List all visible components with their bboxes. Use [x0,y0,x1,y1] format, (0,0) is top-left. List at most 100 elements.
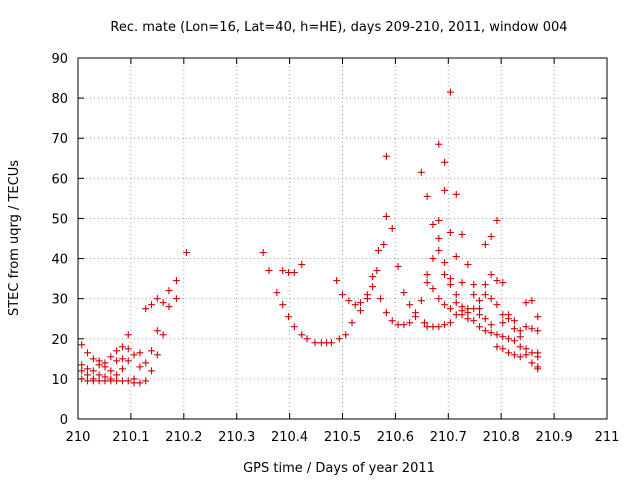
data-point [78,341,86,349]
data-point [487,295,495,303]
data-point [356,299,364,307]
y-tick-label: 60 [51,172,68,187]
data-point [435,235,443,242]
data-point [435,247,443,255]
data-point [446,305,454,313]
data-point [327,339,335,347]
data-point [172,277,180,285]
data-point [464,261,472,269]
data-point [136,363,144,371]
y-tick-label: 40 [51,253,68,268]
data-point [499,333,507,341]
data-point [446,275,454,283]
y-tick-label: 10 [51,373,68,388]
data-point [505,335,513,343]
x-tick-label: 210 [66,430,91,445]
data-point [339,291,346,299]
data-point [153,351,161,359]
data-point [388,224,396,232]
data-point [446,281,454,289]
data-point [382,152,390,160]
y-tick-label: 90 [51,52,68,67]
data-point [345,297,353,305]
data-point [89,355,97,363]
data-point [148,347,156,355]
data-point [516,333,524,341]
x-tick-label: 210.1 [112,430,149,445]
data-point [118,355,126,363]
data-point [446,88,454,96]
data-point [84,365,92,373]
data-point [363,291,371,299]
data-point [441,271,449,279]
data-point [369,273,377,281]
data-point [464,315,472,323]
data-point [351,301,359,309]
data-point [493,216,501,224]
data-point [342,331,350,339]
data-point [510,351,518,359]
data-point [481,327,489,335]
data-point [148,301,156,309]
data-point [172,295,180,303]
grid [78,58,607,419]
data-point [118,343,126,351]
x-tick-label: 210.9 [535,430,572,445]
data-point [493,331,501,339]
data-point [153,327,161,335]
data-point [487,329,495,337]
data-point [273,289,281,297]
data-point [165,303,173,311]
data-point [516,327,524,335]
data-point [458,311,466,319]
data-point [510,337,518,345]
data-point [374,247,382,255]
data-point [400,289,408,297]
data-point [101,363,109,371]
data-point [452,291,460,299]
data-point [516,353,524,361]
y-tick-label: 80 [51,92,68,107]
data-point [499,345,507,353]
data-point [165,287,173,295]
data-point [499,279,507,287]
data-point [394,263,402,271]
data-point [481,291,489,299]
data-point [95,361,103,369]
data-point [89,367,97,375]
data-point [373,267,381,275]
data-point [279,301,287,309]
data-point [476,311,484,319]
data-point [487,271,495,279]
x-tick-label: 211 [595,430,620,445]
y-tick-label: 20 [51,333,68,348]
data-point [369,283,377,291]
x-axis-label: GPS time / Days of year 2011 [243,461,435,476]
data-point [452,299,460,307]
x-tick-label: 210.5 [324,430,361,445]
data-point [335,335,343,343]
data-point [516,343,524,351]
data-point [435,323,443,331]
x-tick-label: 210.2 [165,430,202,445]
data-point [528,297,536,305]
data-point [400,321,408,329]
data-point [388,317,396,325]
data-point [534,313,542,321]
data-point [522,345,530,353]
data-point [259,249,267,257]
data-point [452,253,460,261]
data-point [423,271,431,279]
data-point [159,299,167,307]
data-point [124,377,132,385]
data-point [118,365,126,373]
data-point [534,327,542,335]
y-axis-label: STEC from uqrg / TECUs [7,160,22,316]
data-point [303,335,311,343]
data-point [406,301,414,309]
data-point [452,190,460,198]
data-point [136,349,144,357]
data-point [470,317,478,325]
x-tick-label: 210.7 [430,430,467,445]
